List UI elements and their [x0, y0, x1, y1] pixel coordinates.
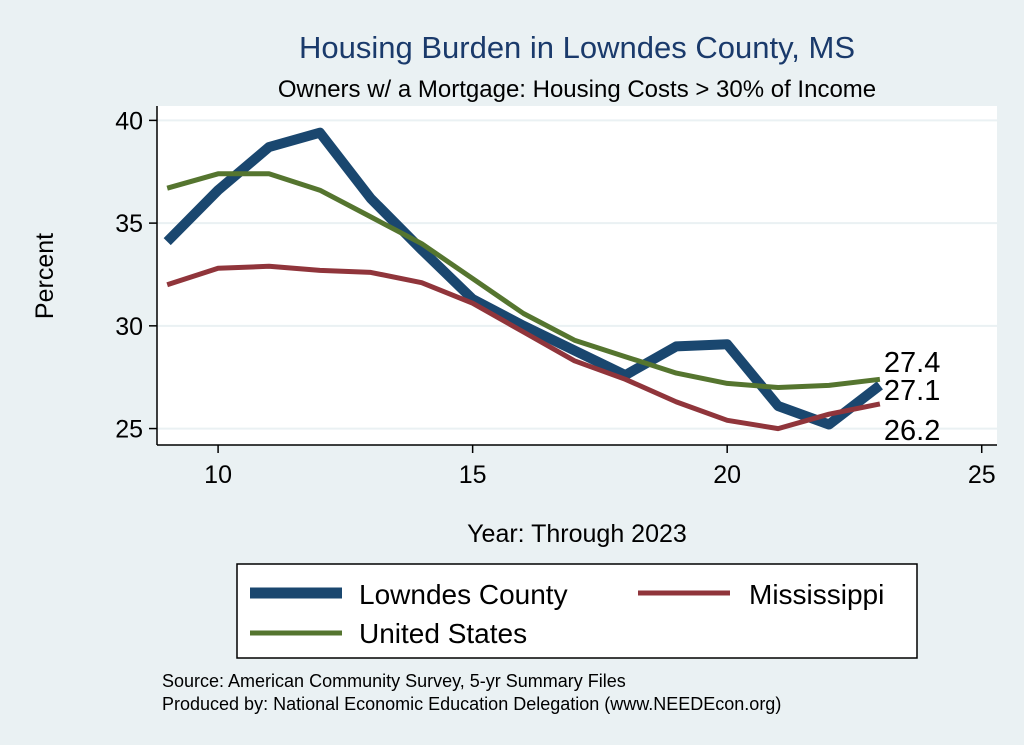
x-tick-label: 10	[204, 461, 232, 489]
end-labels: 27.1 26.2 27.4	[884, 347, 940, 447]
plot-area	[157, 106, 997, 445]
series-line-united-states	[166, 171, 881, 390]
y-tick-label: 40	[115, 107, 143, 135]
end-label-united-states: 27.4	[884, 347, 940, 379]
legend: Lowndes County Mississippi United States	[236, 563, 918, 659]
x-tick-label: 25	[968, 461, 996, 489]
chart-title: Housing Burden in Lowndes County, MS	[299, 30, 855, 65]
legend-label-mississippi: Mississippi	[749, 579, 884, 610]
end-label-mississippi: 26.2	[884, 415, 940, 447]
x-tick-label: 20	[713, 461, 741, 489]
gridlines	[157, 119, 997, 430]
x-tick-label: 15	[459, 461, 487, 489]
y-tick-label: 35	[115, 210, 143, 238]
series-lines	[163, 127, 883, 432]
legend-label-us: United States	[359, 618, 527, 649]
footer-produced: Produced by: National Economic Education…	[162, 694, 781, 714]
legend-box	[236, 563, 918, 659]
legend-label-lowndes: Lowndes County	[359, 579, 568, 610]
chart-subtitle: Owners w/ a Mortgage: Housing Costs > 30…	[278, 76, 876, 103]
y-tick-label: 30	[115, 313, 143, 341]
x-axis-label: Year: Through 2023	[467, 520, 687, 548]
axes: 25 30 35 40 10 15 20 25	[115, 106, 997, 489]
end-label-lowndes-county: 27.1	[884, 375, 940, 407]
series-line-mississippi	[166, 263, 881, 432]
footer-source: Source: American Community Survey, 5-yr …	[162, 671, 626, 691]
y-tick-label: 25	[115, 416, 143, 444]
y-axis-label: Percent	[31, 233, 59, 319]
